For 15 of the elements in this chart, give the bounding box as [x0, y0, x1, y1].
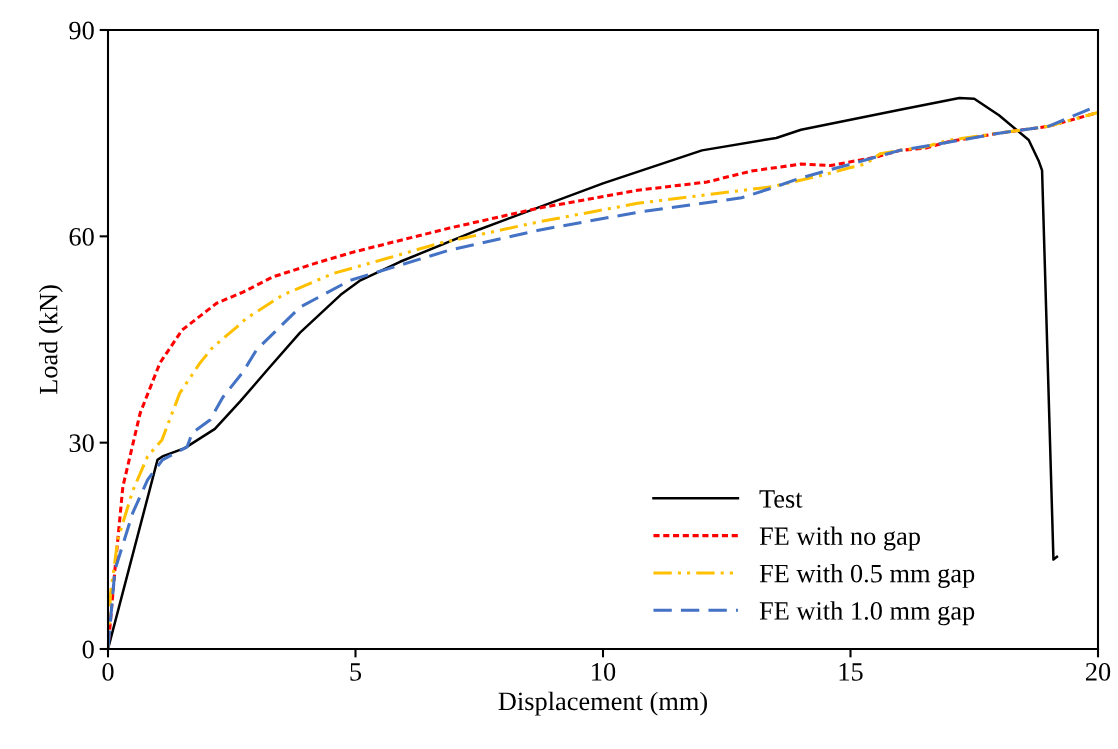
legend-label: Test — [759, 490, 803, 508]
y-tick-label: 0 — [82, 640, 94, 659]
y-tick-label: 60 — [69, 227, 94, 246]
y-tick-label: 90 — [69, 21, 94, 40]
x-tick-label: 10 — [592, 662, 616, 681]
x-axis-title: Displacement (mm) — [498, 691, 707, 716]
legend-label: FE with no gap — [759, 526, 920, 551]
y-tick-label: 30 — [69, 434, 94, 453]
legend-label: FE with 0.5 mm gap — [759, 563, 975, 588]
x-tick-label: 0 — [102, 662, 114, 681]
y-axis-title: Load (kN) — [38, 285, 63, 395]
legend-label: FE with 1.0 mm gap — [759, 601, 975, 626]
x-tick-label: 15 — [839, 663, 863, 681]
x-tick-label: 5 — [350, 663, 362, 681]
x-tick-label: 20 — [1085, 662, 1111, 681]
